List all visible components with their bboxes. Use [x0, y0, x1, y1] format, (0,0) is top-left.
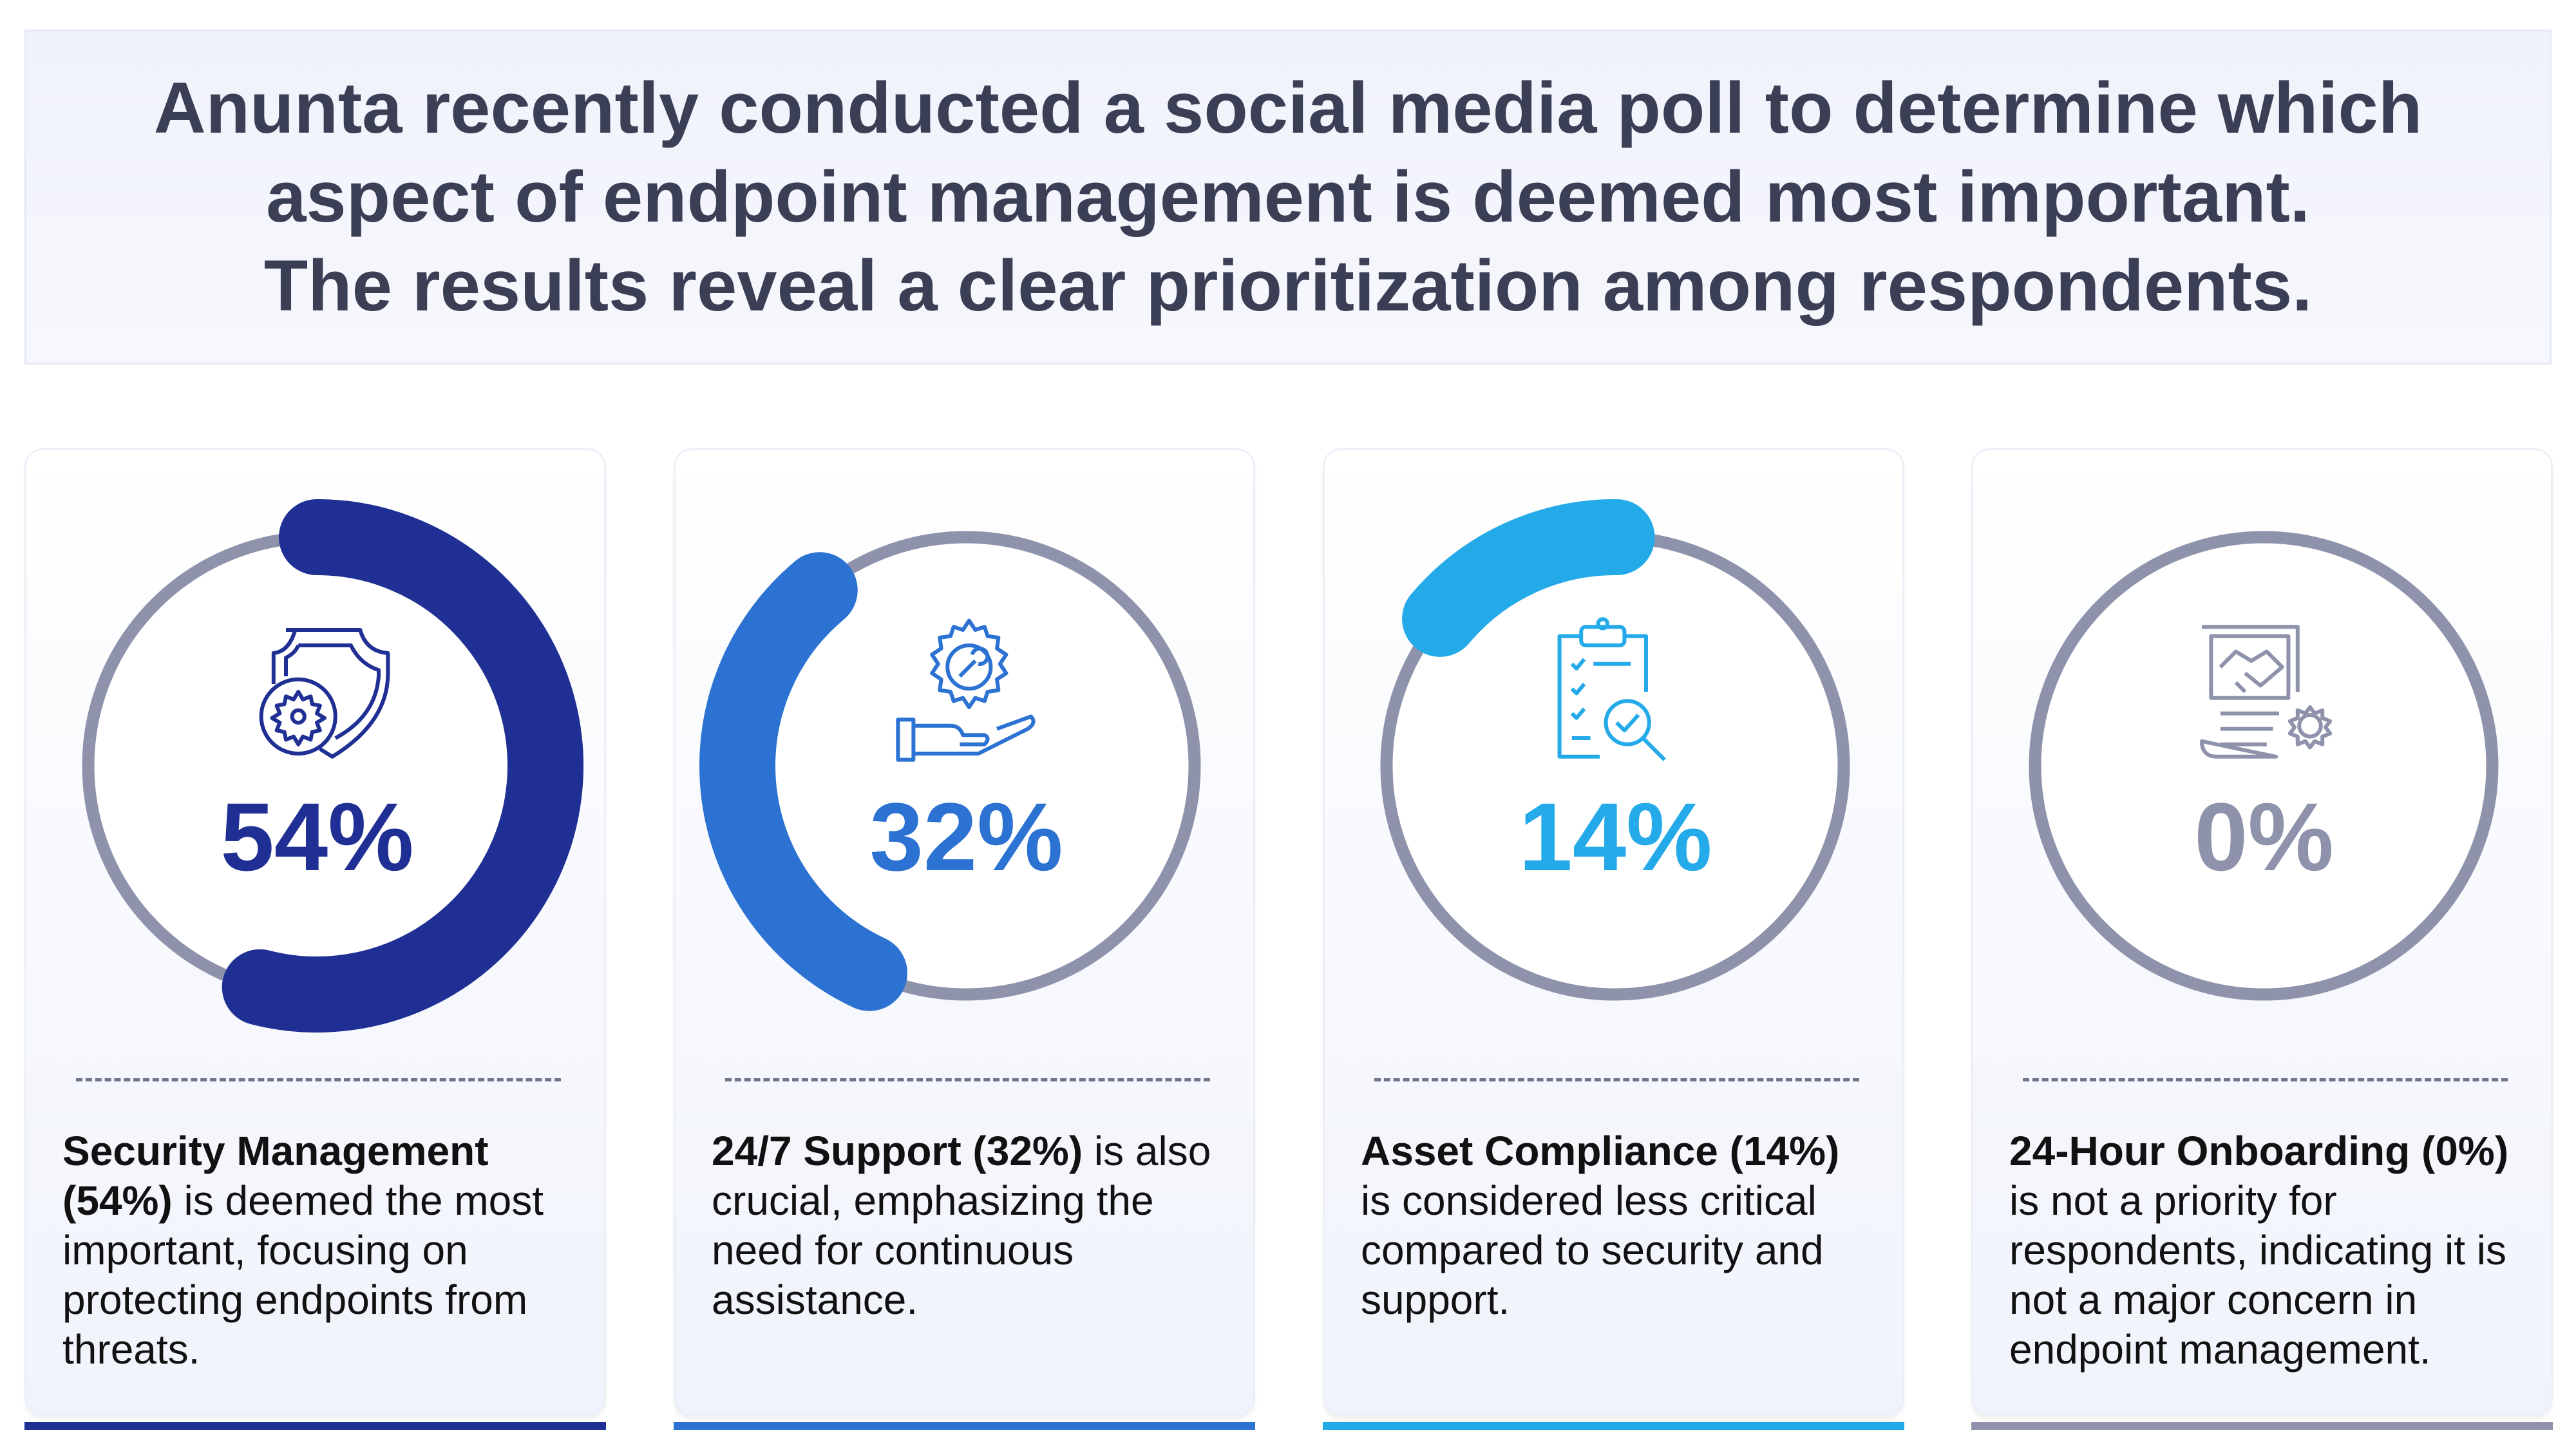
shield-gear-icon	[259, 628, 390, 759]
header-line-1: Anunta recently conducted a social media…	[153, 68, 2423, 148]
handshake-document-gear-icon	[2200, 625, 2333, 759]
hand-gear-wrench-icon	[896, 618, 1036, 762]
gauge-arc	[1402, 499, 1655, 657]
card-description: Asset Compliance (14%) is considered les…	[1361, 1127, 1870, 1325]
percent-value: 32%	[869, 783, 1063, 891]
card-security-management: 54% Security Management (54%) is deemed …	[24, 448, 606, 1416]
donut-gauge	[2029, 531, 2499, 1001]
percent-value: 14%	[1519, 783, 1712, 891]
gauge-track	[2029, 531, 2499, 1001]
card-accent-bar	[1971, 1422, 2553, 1430]
card-title: 24-Hour Onboarding (0%)	[2009, 1128, 2509, 1174]
donut-gauge	[699, 531, 1201, 1011]
dashed-divider	[1374, 1078, 1859, 1081]
card-text: is not a priority for respondents, indic…	[2009, 1177, 2506, 1373]
card-24-hour-onboarding: 0% 24-Hour Onboarding (0%) is not a prio…	[1971, 448, 2553, 1416]
card-title: Asset Compliance (14%)	[1361, 1128, 1840, 1174]
header-line-2: aspect of endpoint management is deemed …	[266, 157, 2310, 237]
percent-value: 54%	[220, 783, 414, 891]
card-title: Security Management (54%)	[62, 1128, 489, 1224]
card-text: is deemed the most important, focusing o…	[62, 1177, 544, 1373]
percent-value: 0%	[2194, 783, 2334, 891]
dashed-divider	[76, 1078, 561, 1081]
card-description: 24/7 Support (32%) is also crucial, emph…	[712, 1127, 1220, 1325]
card-accent-bar	[1323, 1422, 1904, 1430]
gauge-arc	[222, 499, 583, 1032]
card-text: is also crucial, emphasizing the need fo…	[712, 1128, 1211, 1323]
card-text: is considered less critical compared to …	[1361, 1177, 1824, 1323]
card-accent-bar	[674, 1422, 1255, 1430]
donut-gauge	[82, 499, 583, 1032]
header-banner: Anunta recently conducted a social media…	[24, 30, 2552, 365]
card-asset-compliance: 14% Asset Compliance (14%) is considered…	[1323, 448, 1904, 1416]
dashed-divider	[2023, 1078, 2508, 1081]
card-description: 24-Hour Onboarding (0%) is not a priorit…	[2009, 1127, 2518, 1374]
card-24-7-support: 32% 24/7 Support (32%) is also crucial, …	[674, 448, 1255, 1416]
header-line-3: The results reveal a clear prioritizatio…	[263, 245, 2313, 326]
clipboard-check-magnifier-icon	[1557, 617, 1666, 761]
gauge-arc	[699, 552, 907, 1011]
dashed-divider	[725, 1078, 1210, 1081]
card-description: Security Management (54%) is deemed the …	[62, 1127, 571, 1374]
card-accent-bar	[24, 1422, 606, 1430]
donut-gauge	[1380, 499, 1850, 1001]
card-title: 24/7 Support (32%)	[712, 1128, 1083, 1174]
